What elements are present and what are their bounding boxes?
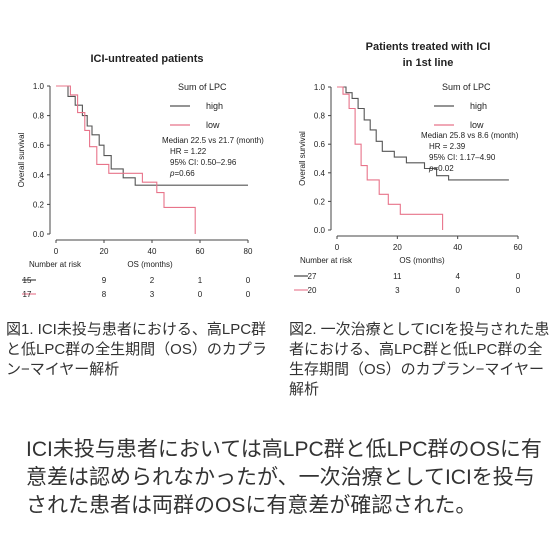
chart2-series-low — [337, 86, 444, 230]
chart2-x-tick-label: 20 — [393, 243, 402, 252]
chart2-legend-label-high: high — [470, 101, 487, 111]
chart1-annotation: 95% CI: 0.50–2.96 — [170, 158, 237, 167]
chart2-x-tick-label: 0 — [335, 243, 340, 252]
chart2-x-tick-label: 40 — [453, 243, 462, 252]
chart2-y-tick-label: 0.2 — [314, 197, 326, 206]
chart1-risk-value: 8 — [102, 290, 107, 299]
chart2-risk-value: 11 — [393, 272, 402, 281]
chart2-risk-value: 20 — [308, 286, 317, 295]
chart1-risk-value: 3 — [150, 290, 155, 299]
chart2-y-axis-label: Overall survival — [298, 131, 307, 186]
chart2-y-tick-label: 0.4 — [314, 169, 326, 178]
chart2-risk-value: 3 — [395, 286, 400, 295]
chart2-risk-value: 4 — [455, 272, 460, 281]
km-chart-ici-untreated: ICI-untreated patients 0.0 0.2 0.4 0.6 0.8 1.0… — [0, 0, 280, 320]
chart1-legend-title: Sum of LPC — [178, 82, 227, 92]
chart2-title-line2: in 1st line — [403, 57, 454, 69]
chart2-legend-title: Sum of LPC — [442, 82, 491, 92]
chart1-y-tick-label: 0.0 — [33, 230, 45, 239]
chart1-risk-value: 2 — [150, 276, 155, 285]
chart1-risk-value: 0 — [198, 290, 203, 299]
km-plot-2: Patients treated with ICI in 1st line 0.0 0… — [294, 41, 523, 295]
chart2-title: Patients treated with ICI — [366, 41, 491, 53]
chart1-y-tick-label: 0.4 — [33, 171, 45, 180]
chart2-risk-table-label: Number at risk — [300, 256, 353, 265]
chart1-title: ICI-untreated patients — [90, 53, 203, 65]
chart2-annotation: 95% CI: 1.17–4.90 — [429, 153, 496, 162]
chart2-risk-value: 0 — [455, 286, 460, 295]
chart2-risk-value: 0 — [516, 286, 521, 295]
chart2-y-tick-label: 0.8 — [314, 112, 326, 121]
chart1-x-axis-label: OS (months) — [127, 260, 173, 269]
chart1-x-tick-label: 20 — [100, 247, 109, 256]
chart1-annotation: HR = 1.22 — [170, 147, 207, 156]
chart2-y-tick-label: 1.0 — [314, 83, 326, 92]
chart1-risk-table-label: Number at risk — [29, 260, 82, 269]
chart1-annotation: p=0.66 — [169, 169, 195, 178]
figure-1-caption: 図1. ICI未投与患者における、高LPC群と低LPC群の全生期間（OS）のカプ… — [6, 321, 267, 378]
chart2-x-tick-label: 60 — [514, 243, 523, 252]
chart2-annotation: HR = 2.39 — [429, 142, 466, 151]
chart1-y-tick-label: 0.6 — [33, 141, 45, 150]
chart1-annotation: Median 22.5 vs 21.7 (month) — [162, 136, 264, 145]
chart2-annotation: p=0.02 — [428, 164, 454, 173]
chart1-legend-label-high: high — [206, 101, 223, 111]
chart1-y-axis-label: Overall survival — [17, 132, 26, 187]
chart1-risk-value: 0 — [246, 290, 251, 299]
chart1-risk-value: 17 — [23, 290, 32, 299]
chart1-x-tick-label: 0 — [54, 247, 59, 256]
chart1-y-tick-label: 1.0 — [33, 82, 45, 91]
chart2-y-tick-label: 0.0 — [314, 226, 326, 235]
chart2-series-high — [337, 86, 509, 181]
km-chart-ici-first-line: Patients treated with ICI in 1st line 0.0 0… — [282, 0, 560, 320]
summary-text: ICI未投与患者においては高LPC群と低LPC群のOSに有意差は認められなかった… — [26, 438, 542, 517]
chart1-x-tick-label: 60 — [196, 247, 205, 256]
chart1-risk-value: 0 — [246, 276, 251, 285]
chart2-risk-value: 27 — [308, 272, 317, 281]
chart1-y-tick-label: 0.2 — [33, 200, 45, 209]
chart1-risk-value: 1 — [198, 276, 203, 285]
chart2-y-tick-label: 0.6 — [314, 140, 326, 149]
chart2-annotation: Median 25.8 vs 8.6 (month) — [421, 131, 519, 140]
chart2-risk-value: 0 — [516, 272, 521, 281]
chart1-y-tick-label: 0.8 — [33, 112, 45, 121]
chart1-x-tick-label: 40 — [148, 247, 157, 256]
figure-2-caption: 図2. 一次治療としてICIを投与された患者における、高LPC群と低LPC群の全… — [289, 321, 550, 398]
chart2-x-axis-label: OS (months) — [399, 256, 445, 265]
chart2-legend-label-low: low — [470, 120, 484, 130]
chart1-series-low — [56, 85, 196, 234]
km-plot-1: ICI-untreated patients 0.0 0.2 0.4 0.6 0.8 1.0… — [17, 53, 264, 299]
chart1-risk-value: 9 — [102, 276, 107, 285]
chart1-x-tick-label: 80 — [244, 247, 253, 256]
chart1-legend-label-low: low — [206, 120, 220, 130]
chart1-risk-value: 15 — [23, 276, 32, 285]
